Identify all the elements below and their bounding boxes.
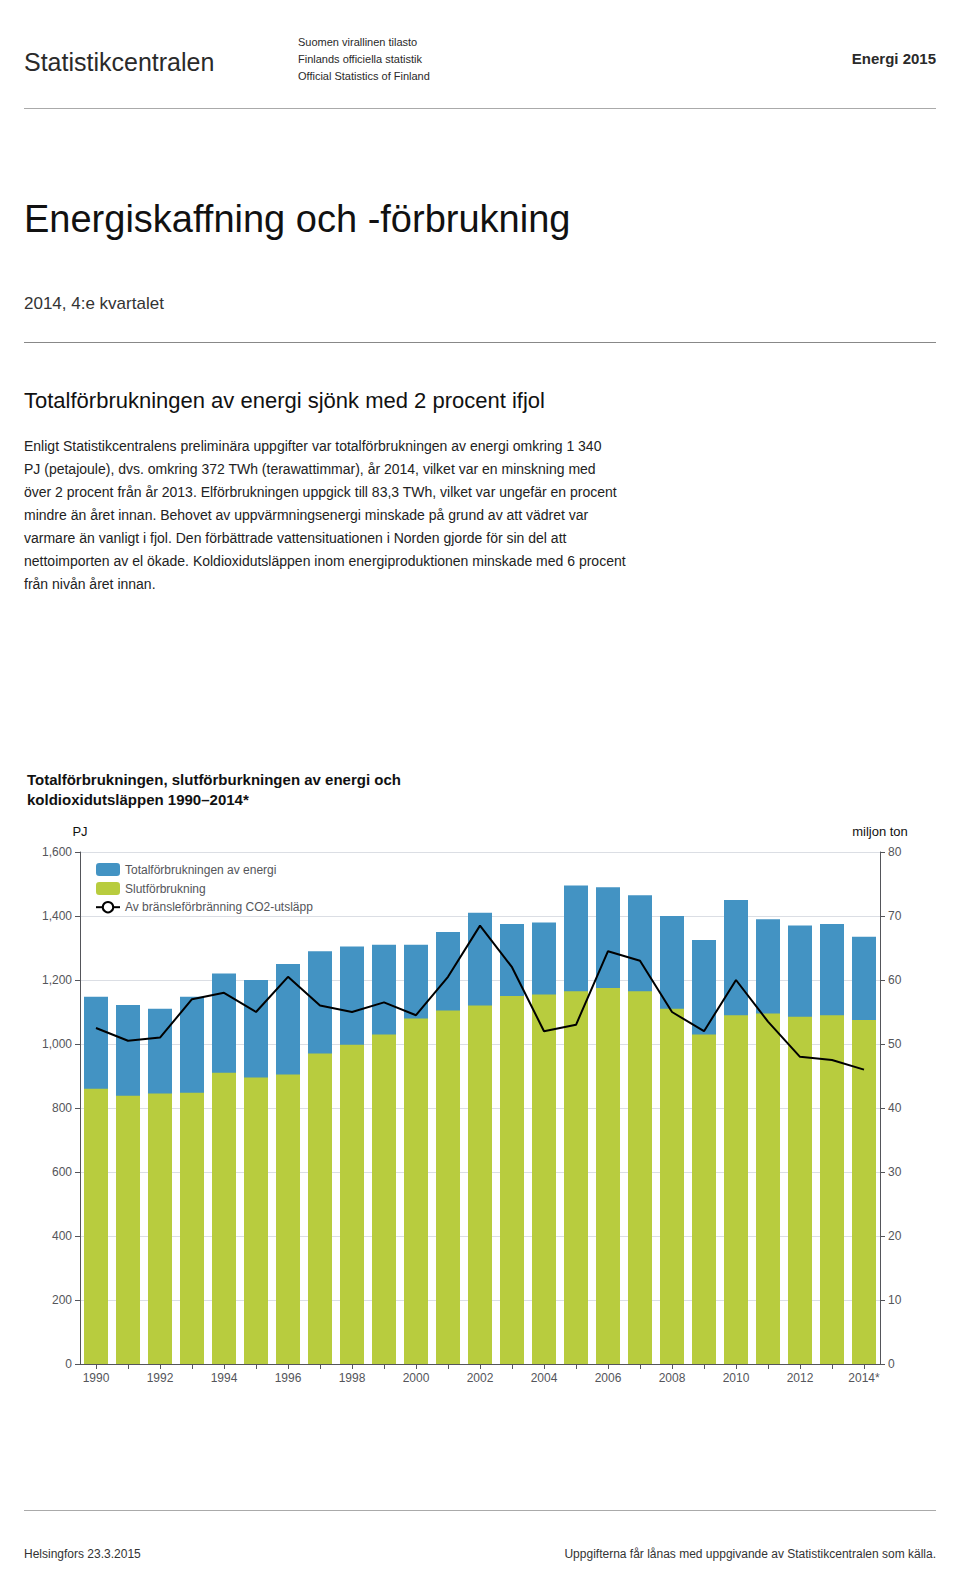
svg-text:2014*: 2014* xyxy=(848,1371,880,1385)
svg-text:1,200: 1,200 xyxy=(42,973,72,987)
svg-text:40: 40 xyxy=(888,1101,902,1115)
html-text:Finlands officiella statistik: Finlands officiella statistik xyxy=(298,53,422,65)
html-text:2014, 4:e kvartalet: 2014, 4:e kvartalet xyxy=(24,294,164,313)
svg-text:200: 200 xyxy=(52,1293,72,1307)
svg-text:0: 0 xyxy=(888,1357,895,1371)
svg-text:20: 20 xyxy=(888,1229,902,1243)
html-text:varmare än vanligt i fjol. Den: varmare än vanligt i fjol. Den förbättra… xyxy=(24,530,567,546)
svg-text:2006: 2006 xyxy=(595,1371,622,1385)
svg-text:2012: 2012 xyxy=(787,1371,814,1385)
html-text:över 2 procent från år 2013. E: över 2 procent från år 2013. Elförbrukni… xyxy=(24,484,617,500)
html-text:från nivån året innan.: från nivån året innan. xyxy=(24,576,156,592)
svg-text:1996: 1996 xyxy=(275,1371,302,1385)
svg-text:1998: 1998 xyxy=(339,1371,366,1385)
svg-text:Av bränsleförbränning CO2-utsl: Av bränsleförbränning CO2-utsläpp xyxy=(125,900,313,914)
html-text:Suomen virallinen tilasto: Suomen virallinen tilasto xyxy=(298,36,418,48)
html-text:Uppgifterna får lånas med uppg: Uppgifterna får lånas med uppgivande av … xyxy=(564,1547,936,1561)
svg-text:30: 30 xyxy=(888,1165,902,1179)
svg-text:50: 50 xyxy=(888,1037,902,1051)
svg-text:2002: 2002 xyxy=(467,1371,494,1385)
html-text:Energi 2015: Energi 2015 xyxy=(851,50,936,67)
svg-text:1,400: 1,400 xyxy=(42,909,72,923)
svg-text:1,600: 1,600 xyxy=(42,845,72,859)
html-text:Enligt Statistikcentralens pre: Enligt Statistikcentralens preliminära u… xyxy=(24,438,602,454)
svg-text:400: 400 xyxy=(52,1229,72,1243)
svg-text:2004: 2004 xyxy=(531,1371,558,1385)
svg-text:80: 80 xyxy=(888,845,902,859)
html-text:mindre än året innan. Behovet: mindre än året innan. Behovet av uppvärm… xyxy=(24,507,589,523)
svg-text:koldioxidutsläppen 1990–2014*: koldioxidutsläppen 1990–2014* xyxy=(27,791,249,808)
svg-text:800: 800 xyxy=(52,1101,72,1115)
svg-text:1992: 1992 xyxy=(147,1371,174,1385)
html-text:Helsingfors 23.3.2015: Helsingfors 23.3.2015 xyxy=(24,1547,141,1561)
html-text:Totalförbrukningen av energi s: Totalförbrukningen av energi sjönk med 2… xyxy=(24,388,545,413)
svg-text:0: 0 xyxy=(65,1357,72,1371)
svg-text:2000: 2000 xyxy=(403,1371,430,1385)
svg-text:miljon ton: miljon ton xyxy=(852,824,908,839)
html-text:nettoimporten av el ökade. Kol: nettoimporten av el ökade. Koldioxidutsl… xyxy=(24,553,626,569)
svg-text:PJ: PJ xyxy=(72,824,87,839)
svg-text:Totalförbrukningen av energi: Totalförbrukningen av energi xyxy=(125,863,276,877)
svg-text:10: 10 xyxy=(888,1293,902,1307)
svg-text:1,000: 1,000 xyxy=(42,1037,72,1051)
svg-text:Slutförbrukning: Slutförbrukning xyxy=(125,882,206,896)
svg-text:600: 600 xyxy=(52,1165,72,1179)
html-text:Energiskaffning och -förbrukni: Energiskaffning och -förbrukning xyxy=(24,198,571,240)
html-text:PJ (petajoule), dvs. omkring 3: PJ (petajoule), dvs. omkring 372 TWh (te… xyxy=(24,461,596,477)
svg-text:2008: 2008 xyxy=(659,1371,686,1385)
svg-text:70: 70 xyxy=(888,909,902,923)
svg-text:2010: 2010 xyxy=(723,1371,750,1385)
svg-text:Totalförbrukningen, slutförbur: Totalförbrukningen, slutförburkningen av… xyxy=(27,771,401,788)
svg-text:1994: 1994 xyxy=(211,1371,238,1385)
html-text:Statistikcentralen: Statistikcentralen xyxy=(24,48,215,76)
html-text:Official Statistics of Finland: Official Statistics of Finland xyxy=(298,70,430,82)
svg-text:1990: 1990 xyxy=(83,1371,110,1385)
svg-text:60: 60 xyxy=(888,973,902,987)
